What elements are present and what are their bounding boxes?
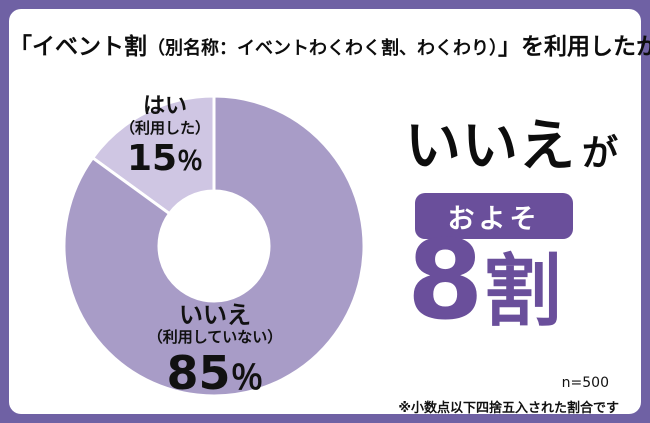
big-number-line: 8 割 (407, 216, 562, 344)
slice-label-no-value: 85 (166, 345, 231, 400)
slice-label-no-sub: （利用していない） (147, 328, 283, 347)
slice-label-yes-value: 15 (126, 137, 178, 179)
big-number-unit: 割 (483, 247, 562, 337)
sample-size: n=500 (561, 375, 609, 391)
slice-label-no-percent: 85％ (127, 348, 303, 399)
slice-label-no: いいえ （利用していない） 85％ (127, 301, 303, 399)
chart-title-part2: （別名称：イベントわくわく割、わくわり） (147, 38, 498, 59)
slice-label-no-percent-sign: ％ (230, 357, 264, 397)
donut-slice-0 (91, 94, 216, 216)
chart-title-part3: 」を利用したか (498, 34, 650, 60)
donut-slice-1 (62, 94, 366, 398)
donut-chart (62, 94, 366, 398)
rounding-footnote: ※小数点以下四捨五入された割合です (398, 401, 619, 416)
slice-label-yes-percent: 15％ (97, 137, 233, 179)
slice-label-yes-name: はい (142, 94, 187, 119)
white-card: 「イベント割（別名称：イベントわくわく割、わくわり）」を利用したか はい （利用… (9, 9, 650, 416)
chart-title: 「イベント割（別名称：イベントわくわく割、わくわり）」を利用したか (9, 27, 650, 61)
slice-label-no-name: いいえ (179, 301, 251, 329)
highlight-answer-particle: が (582, 133, 619, 174)
slice-label-yes-percent-sign: ％ (177, 146, 204, 177)
chart-title-part1: 「イベント割 (9, 34, 147, 60)
big-number-digit: 8 (407, 216, 484, 344)
slice-label-yes: はい （利用した） 15％ (97, 94, 233, 179)
slice-label-yes-sub: （利用した） (119, 119, 210, 138)
highlight-answer-word: いいえ (405, 114, 576, 179)
approx-badge: およそ (415, 193, 573, 239)
highlight-answer-line: いいえ が (405, 101, 618, 182)
